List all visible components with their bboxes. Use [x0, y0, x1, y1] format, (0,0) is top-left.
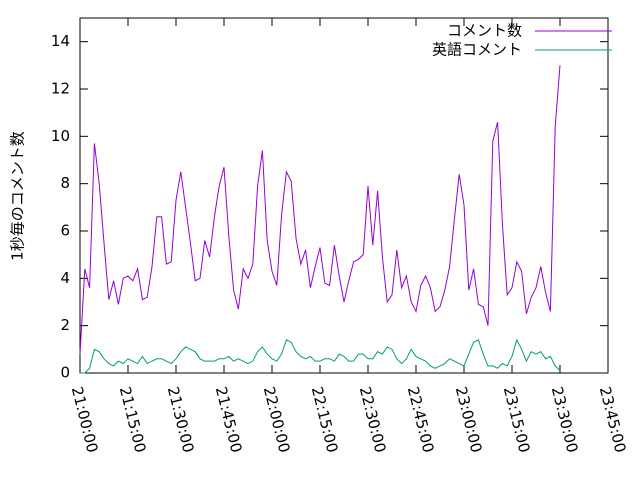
x-tick-label: 22:00:00	[260, 385, 294, 455]
series-line	[80, 338, 561, 374]
plot-frame	[79, 17, 609, 374]
y-tick-label: 8	[60, 174, 70, 192]
y-tick-label: 2	[60, 316, 70, 334]
x-tick-label: 22:45:00	[404, 385, 438, 455]
y-tick-label: 4	[60, 269, 70, 287]
x-tick-label: 23:00:00	[452, 385, 486, 455]
legend-label: 英語コメント	[432, 41, 522, 59]
x-tick-label: 21:15:00	[116, 385, 150, 455]
y-tick-label: 6	[60, 222, 70, 240]
y-tick-label: 12	[51, 80, 70, 98]
x-tick-label: 23:45:00	[596, 385, 630, 455]
y-axis-label: 1秒毎のコメント数	[9, 131, 27, 261]
x-tick-label: 21:30:00	[164, 385, 198, 455]
x-tick-label: 21:00:00	[68, 385, 102, 455]
y-tick-label: 0	[60, 364, 70, 382]
x-tick-label: 21:45:00	[212, 385, 246, 455]
legend-label: コメント数	[447, 22, 522, 40]
y-tick-label: 10	[51, 127, 70, 145]
x-tick-label: 22:30:00	[356, 385, 390, 455]
x-tick-label: 23:30:00	[548, 385, 582, 455]
x-tick-label: 22:15:00	[308, 385, 342, 455]
x-tick-label: 23:15:00	[500, 385, 534, 455]
series-line	[79, 65, 561, 355]
y-tick-label: 14	[51, 32, 70, 50]
